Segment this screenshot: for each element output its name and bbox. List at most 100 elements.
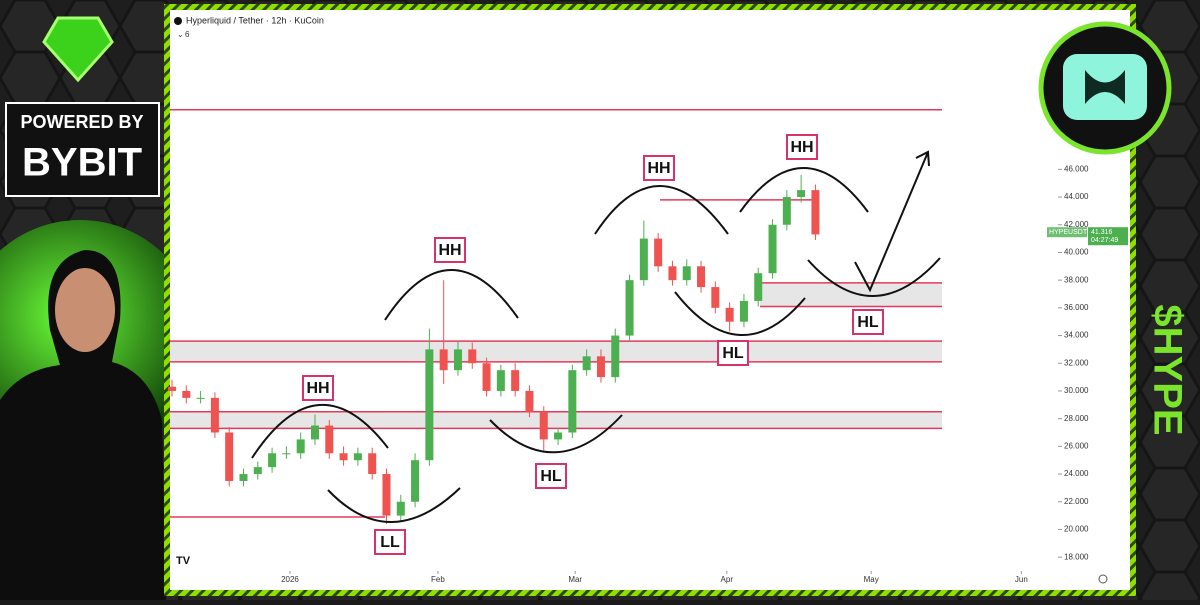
candle-body bbox=[411, 460, 420, 502]
y-tick-label: 32.000 bbox=[1064, 358, 1089, 367]
y-tick-label: 42.000 bbox=[1064, 220, 1089, 229]
candle-body bbox=[282, 453, 291, 455]
annotation-label: HH bbox=[438, 242, 461, 259]
zone bbox=[170, 341, 942, 362]
arc bbox=[739, 167, 869, 213]
y-tick-label: 28.000 bbox=[1064, 414, 1089, 423]
powered-by: POWERED BY bbox=[20, 112, 143, 132]
candle-body bbox=[496, 370, 505, 391]
candle-body bbox=[596, 356, 605, 378]
candle-body bbox=[525, 390, 534, 412]
price-tag: 41.316 bbox=[1091, 229, 1113, 236]
annotation-box bbox=[374, 529, 406, 555]
candle-body bbox=[811, 190, 820, 235]
candle-body bbox=[339, 453, 348, 461]
symbol-tag: HYPEUSDT bbox=[1049, 229, 1088, 236]
candle-body bbox=[782, 197, 791, 225]
candle-body bbox=[554, 432, 563, 440]
annotation-box bbox=[302, 375, 334, 401]
symbol-tag-bg bbox=[1047, 227, 1087, 238]
candle-body bbox=[654, 238, 663, 267]
x-tick-label: Mar bbox=[568, 575, 582, 584]
presenter bbox=[0, 250, 166, 600]
token-logo-mark bbox=[1085, 70, 1125, 104]
annotation-arcs bbox=[251, 150, 941, 523]
candle-body bbox=[697, 266, 706, 288]
arc bbox=[807, 257, 941, 297]
price-tag-bg bbox=[1088, 227, 1128, 246]
candle-body bbox=[239, 474, 248, 481]
zone bbox=[760, 282, 942, 307]
ticker-tag: $HYPE bbox=[1145, 304, 1189, 435]
candle-body bbox=[511, 370, 520, 391]
annotation-label: HH bbox=[647, 160, 670, 177]
candle-body bbox=[325, 425, 334, 454]
candle-body bbox=[625, 280, 634, 336]
candle-body bbox=[768, 224, 777, 274]
candle-body bbox=[210, 397, 219, 433]
candle-body bbox=[739, 300, 748, 322]
x-tick-label: Jun bbox=[1015, 575, 1028, 584]
annotation-label: HL bbox=[540, 468, 562, 485]
annotation-box bbox=[535, 463, 567, 489]
candle-body bbox=[268, 453, 277, 468]
candle-body bbox=[468, 349, 477, 364]
y-tick-label: 30.000 bbox=[1064, 386, 1089, 395]
arc bbox=[384, 269, 519, 321]
arrow bbox=[854, 150, 930, 293]
annotation-box bbox=[643, 155, 675, 181]
countdown: 04:27:49 bbox=[1091, 237, 1118, 244]
settings-icon[interactable] bbox=[1098, 574, 1108, 584]
candle-body bbox=[196, 397, 205, 399]
candle-body bbox=[310, 425, 319, 440]
candle-body bbox=[582, 356, 591, 371]
candle-body bbox=[682, 266, 691, 281]
candle-body bbox=[453, 349, 462, 371]
candle-body bbox=[253, 467, 262, 475]
arc bbox=[594, 185, 729, 235]
candle-body bbox=[168, 386, 176, 391]
annotation-label: HL bbox=[857, 314, 879, 331]
candle-body bbox=[482, 363, 491, 391]
y-tick-label: 46.000 bbox=[1064, 164, 1089, 173]
y-tick-label: 36.000 bbox=[1064, 303, 1089, 312]
candle-body bbox=[711, 287, 720, 308]
y-tick-label: 22.000 bbox=[1064, 497, 1089, 506]
candle-body bbox=[754, 273, 763, 301]
tv-logo: TV bbox=[176, 555, 191, 567]
x-tick-label: Apr bbox=[721, 575, 734, 584]
logo bbox=[42, 16, 114, 83]
zone bbox=[170, 411, 942, 429]
annotation-label: HH bbox=[790, 139, 813, 156]
candle-body bbox=[668, 266, 677, 281]
brand-box bbox=[5, 102, 160, 197]
arc bbox=[674, 291, 806, 336]
candle-body bbox=[225, 432, 234, 481]
annotations: HH LL HH HL HH HL HH HL bbox=[302, 134, 884, 555]
symbol-icon bbox=[174, 17, 182, 25]
y-tick-label: 40.000 bbox=[1064, 248, 1089, 257]
candle-body bbox=[539, 411, 548, 440]
y-tick-label: 38.000 bbox=[1064, 275, 1089, 284]
y-tick-label: 20.000 bbox=[1064, 525, 1089, 534]
chart-panel bbox=[170, 10, 1130, 590]
annotation-box bbox=[434, 237, 466, 263]
annotation-label: LL bbox=[380, 534, 400, 551]
annotation-box bbox=[786, 134, 818, 160]
candle-body bbox=[396, 501, 405, 516]
candle-body bbox=[296, 439, 305, 454]
annotation-box bbox=[717, 340, 749, 366]
x-tick-label: 2026 bbox=[281, 575, 299, 584]
arc bbox=[489, 414, 623, 454]
presenter-face bbox=[55, 268, 115, 352]
y-tick-label: 24.000 bbox=[1064, 469, 1089, 478]
candle-body bbox=[639, 238, 648, 281]
y-tick-label: 44.000 bbox=[1064, 192, 1089, 201]
candle-body bbox=[382, 474, 391, 516]
candle-body bbox=[425, 349, 434, 461]
x-tick-label: May bbox=[864, 575, 879, 584]
y-tick-label: 34.000 bbox=[1064, 331, 1089, 340]
chevron: ⌄ bbox=[177, 30, 184, 39]
annotation-label: HH bbox=[306, 380, 329, 397]
